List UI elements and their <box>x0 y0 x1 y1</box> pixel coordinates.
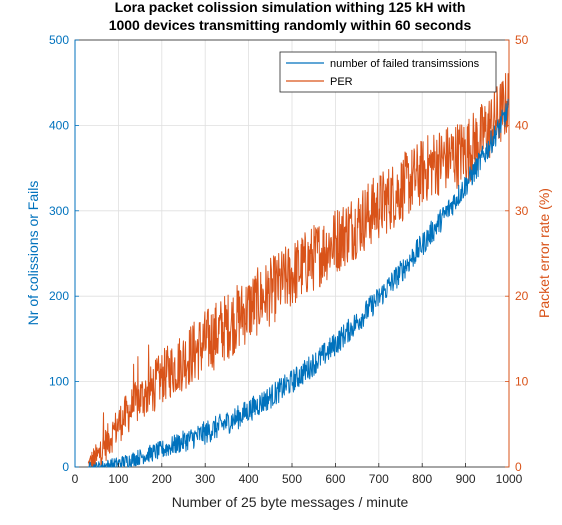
x-tick-label: 900 <box>456 472 476 486</box>
y-right-tick-label: 30 <box>515 204 529 218</box>
y-axis-left: 0 100 200 300 400 500 <box>49 33 79 474</box>
x-tick-label: 400 <box>239 472 259 486</box>
y-left-tick-label: 500 <box>49 33 69 47</box>
y-left-tick-label: 100 <box>49 375 69 389</box>
legend-box <box>279 51 497 93</box>
chart-title-line-2: 1000 devices transmitting randomly withi… <box>109 17 472 33</box>
legend-label-per: PER <box>330 76 353 88</box>
y-right-tick-label: 50 <box>515 33 529 47</box>
y-left-tick-label: 300 <box>49 204 69 218</box>
x-axis-label: Number of 25 byte messages / minute <box>172 494 409 510</box>
x-tick-label: 500 <box>282 472 302 486</box>
y-axis-right: 0 10 20 30 40 50 <box>505 33 529 474</box>
y-left-tick-label: 200 <box>49 289 69 303</box>
legend-label-failed: number of failed transimssions <box>330 58 480 70</box>
y-right-tick-label: 20 <box>515 289 529 303</box>
y-left-tick-label: 400 <box>49 118 69 132</box>
y-left-tick-label: 0 <box>62 460 69 474</box>
series-line-failed-transmissions <box>87 98 510 468</box>
series-layer <box>87 73 510 468</box>
x-axis: 0 100 200 300 400 500 600 700 800 900 1000 <box>72 463 523 486</box>
x-tick-label: 700 <box>369 472 389 486</box>
y-axis-right-label: Packet error rate (%) <box>536 188 552 318</box>
x-tick-label: 100 <box>108 472 128 486</box>
x-tick-label: 200 <box>152 472 172 486</box>
x-tick-label: 800 <box>412 472 432 486</box>
y-axis-left-label: Nr of colissions or Fails <box>25 181 41 326</box>
x-tick-label: 600 <box>325 472 345 486</box>
series-line-per <box>87 73 510 468</box>
legend: number of failed transimssions PER <box>279 51 497 93</box>
chart-title-line-1: Lora packet colission simulation withing… <box>115 0 466 15</box>
x-tick-label: 1000 <box>496 472 523 486</box>
x-tick-label: 0 <box>72 472 79 486</box>
x-tick-label: 300 <box>195 472 215 486</box>
y-right-tick-label: 40 <box>515 118 529 132</box>
y-right-tick-label: 10 <box>515 375 529 389</box>
y-right-tick-label: 0 <box>515 460 522 474</box>
